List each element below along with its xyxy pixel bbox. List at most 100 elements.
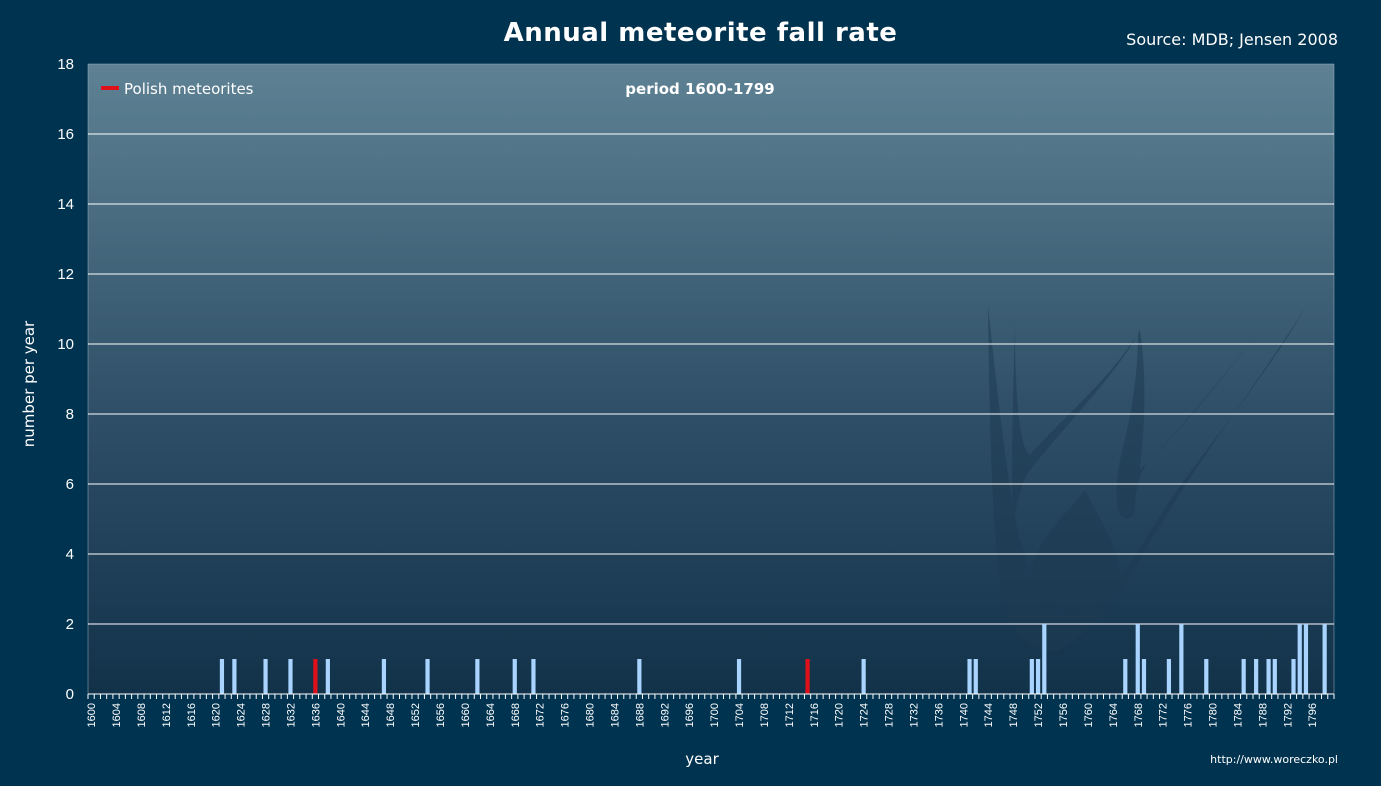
x-tick-label: 1772	[1158, 703, 1170, 727]
x-tick-label: 1624	[236, 703, 248, 727]
x-tick-label: 1712	[784, 703, 796, 727]
footer-url: http://www.woreczko.pl	[1210, 753, 1338, 766]
bar-1636	[313, 659, 318, 694]
x-tick-label: 1680	[585, 703, 597, 727]
bar-1773	[1166, 659, 1172, 694]
y-tick-label: 16	[57, 126, 74, 143]
legend-label-polish: Polish meteorites	[124, 80, 254, 98]
x-tick-label: 1752	[1033, 703, 1045, 727]
x-tick-label: 1708	[759, 703, 771, 727]
x-tick-label: 1644	[360, 703, 372, 727]
bar-1775	[1179, 624, 1184, 694]
bar-1769	[1141, 659, 1147, 694]
x-tick-label: 1688	[634, 703, 646, 727]
x-tick-label: 1636	[310, 703, 322, 727]
y-axis-label: number per year	[20, 320, 38, 447]
bar-1742	[973, 659, 978, 694]
x-tick-label: 1692	[659, 703, 671, 727]
x-tick-label: 1652	[410, 703, 422, 727]
watermark-logo	[988, 305, 1307, 651]
y-tick-label: 0	[66, 686, 74, 703]
bar-1751	[1029, 659, 1034, 694]
bar-1628	[263, 659, 268, 694]
chart-title: Annual meteorite fall rate	[503, 18, 898, 48]
x-tick-label: 1608	[136, 703, 148, 727]
bar-1668	[512, 659, 517, 694]
x-tick-label: 1796	[1307, 703, 1319, 727]
x-tick-label: 1784	[1232, 703, 1244, 727]
x-tick-label: 1696	[684, 703, 696, 727]
x-tick-label: 1616	[186, 703, 198, 727]
bar-1724	[861, 659, 866, 694]
x-tick-label: 1604	[111, 703, 123, 727]
x-tick-label: 1672	[535, 703, 547, 727]
x-tick-label: 1716	[809, 703, 821, 727]
bar-1789	[1266, 659, 1271, 694]
bar-1647	[381, 659, 387, 694]
chart-subtitle: period 1600-1799	[625, 80, 774, 98]
x-tick-label: 1732	[908, 703, 920, 727]
y-tick-label: 2	[66, 616, 74, 633]
legend-swatch-polish	[101, 86, 119, 90]
x-tick-label: 1792	[1282, 703, 1294, 727]
bar-1704	[736, 659, 742, 694]
bar-1768	[1135, 624, 1140, 694]
y-tick-label: 10	[57, 336, 74, 353]
y-tick-label: 18	[57, 56, 74, 73]
y-tick-label: 8	[66, 406, 74, 423]
x-tick-label: 1788	[1257, 703, 1269, 727]
x-tick-label: 1740	[958, 703, 970, 727]
bars	[219, 624, 1327, 694]
x-tick-label: 1632	[285, 703, 297, 727]
source-note: Source: MDB; Jensen 2008	[1126, 30, 1338, 49]
y-tick-label: 6	[66, 476, 74, 493]
bar-1654	[425, 659, 430, 694]
x-tick-label: 1640	[335, 703, 347, 727]
x-tick-label: 1744	[983, 703, 995, 727]
x-tick-label: 1736	[933, 703, 945, 727]
x-tick-label: 1668	[510, 703, 522, 727]
x-tick-label: 1656	[435, 703, 447, 727]
x-tick-label: 1612	[161, 703, 173, 727]
x-tick-label: 1704	[734, 703, 746, 727]
bar-1790	[1272, 659, 1277, 694]
bar-1785	[1241, 659, 1246, 694]
legend: Polish meteorites	[101, 80, 254, 98]
bar-1795	[1303, 624, 1309, 694]
x-tick-label: 1760	[1083, 703, 1095, 727]
gridlines	[88, 133, 1334, 625]
x-tick-label: 1756	[1058, 703, 1070, 727]
x-tick-label: 1724	[859, 703, 871, 727]
bar-1623	[232, 659, 237, 694]
y-tick-label: 14	[57, 196, 74, 213]
bar-1798	[1322, 624, 1327, 694]
x-tick-label: 1676	[560, 703, 572, 727]
x-tick-label: 1620	[211, 703, 223, 727]
bar-1793	[1291, 659, 1296, 694]
y-tick-labels: 0 2 4 6 8 10 12 14 16 18	[57, 56, 74, 703]
bar-1779	[1204, 659, 1209, 694]
x-axis-label: year	[685, 750, 719, 768]
x-tick-label: 1728	[884, 703, 896, 727]
y-tick-label: 4	[66, 546, 74, 563]
bar-1787	[1254, 659, 1259, 694]
bar-1638	[325, 659, 330, 694]
x-tick-label: 1780	[1208, 703, 1220, 727]
bar-1688	[637, 659, 642, 694]
bar-1632	[288, 659, 293, 694]
x-tick-label: 1776	[1183, 703, 1195, 727]
bar-1621	[219, 659, 225, 694]
plot-area	[87, 63, 1335, 695]
x-tick-label: 1700	[709, 703, 721, 727]
x-tick-label: 1748	[1008, 703, 1020, 727]
bar-1752	[1035, 659, 1041, 694]
x-tick-label: 1664	[485, 703, 497, 727]
x-tick-label: 1600	[86, 703, 98, 727]
bar-1671	[531, 659, 536, 694]
x-tick-label: 1764	[1108, 703, 1120, 727]
bar-1753	[1042, 624, 1047, 694]
bar-1715	[805, 659, 810, 694]
x-tick-label: 1684	[609, 703, 621, 727]
x-tick-label: 1628	[261, 703, 273, 727]
